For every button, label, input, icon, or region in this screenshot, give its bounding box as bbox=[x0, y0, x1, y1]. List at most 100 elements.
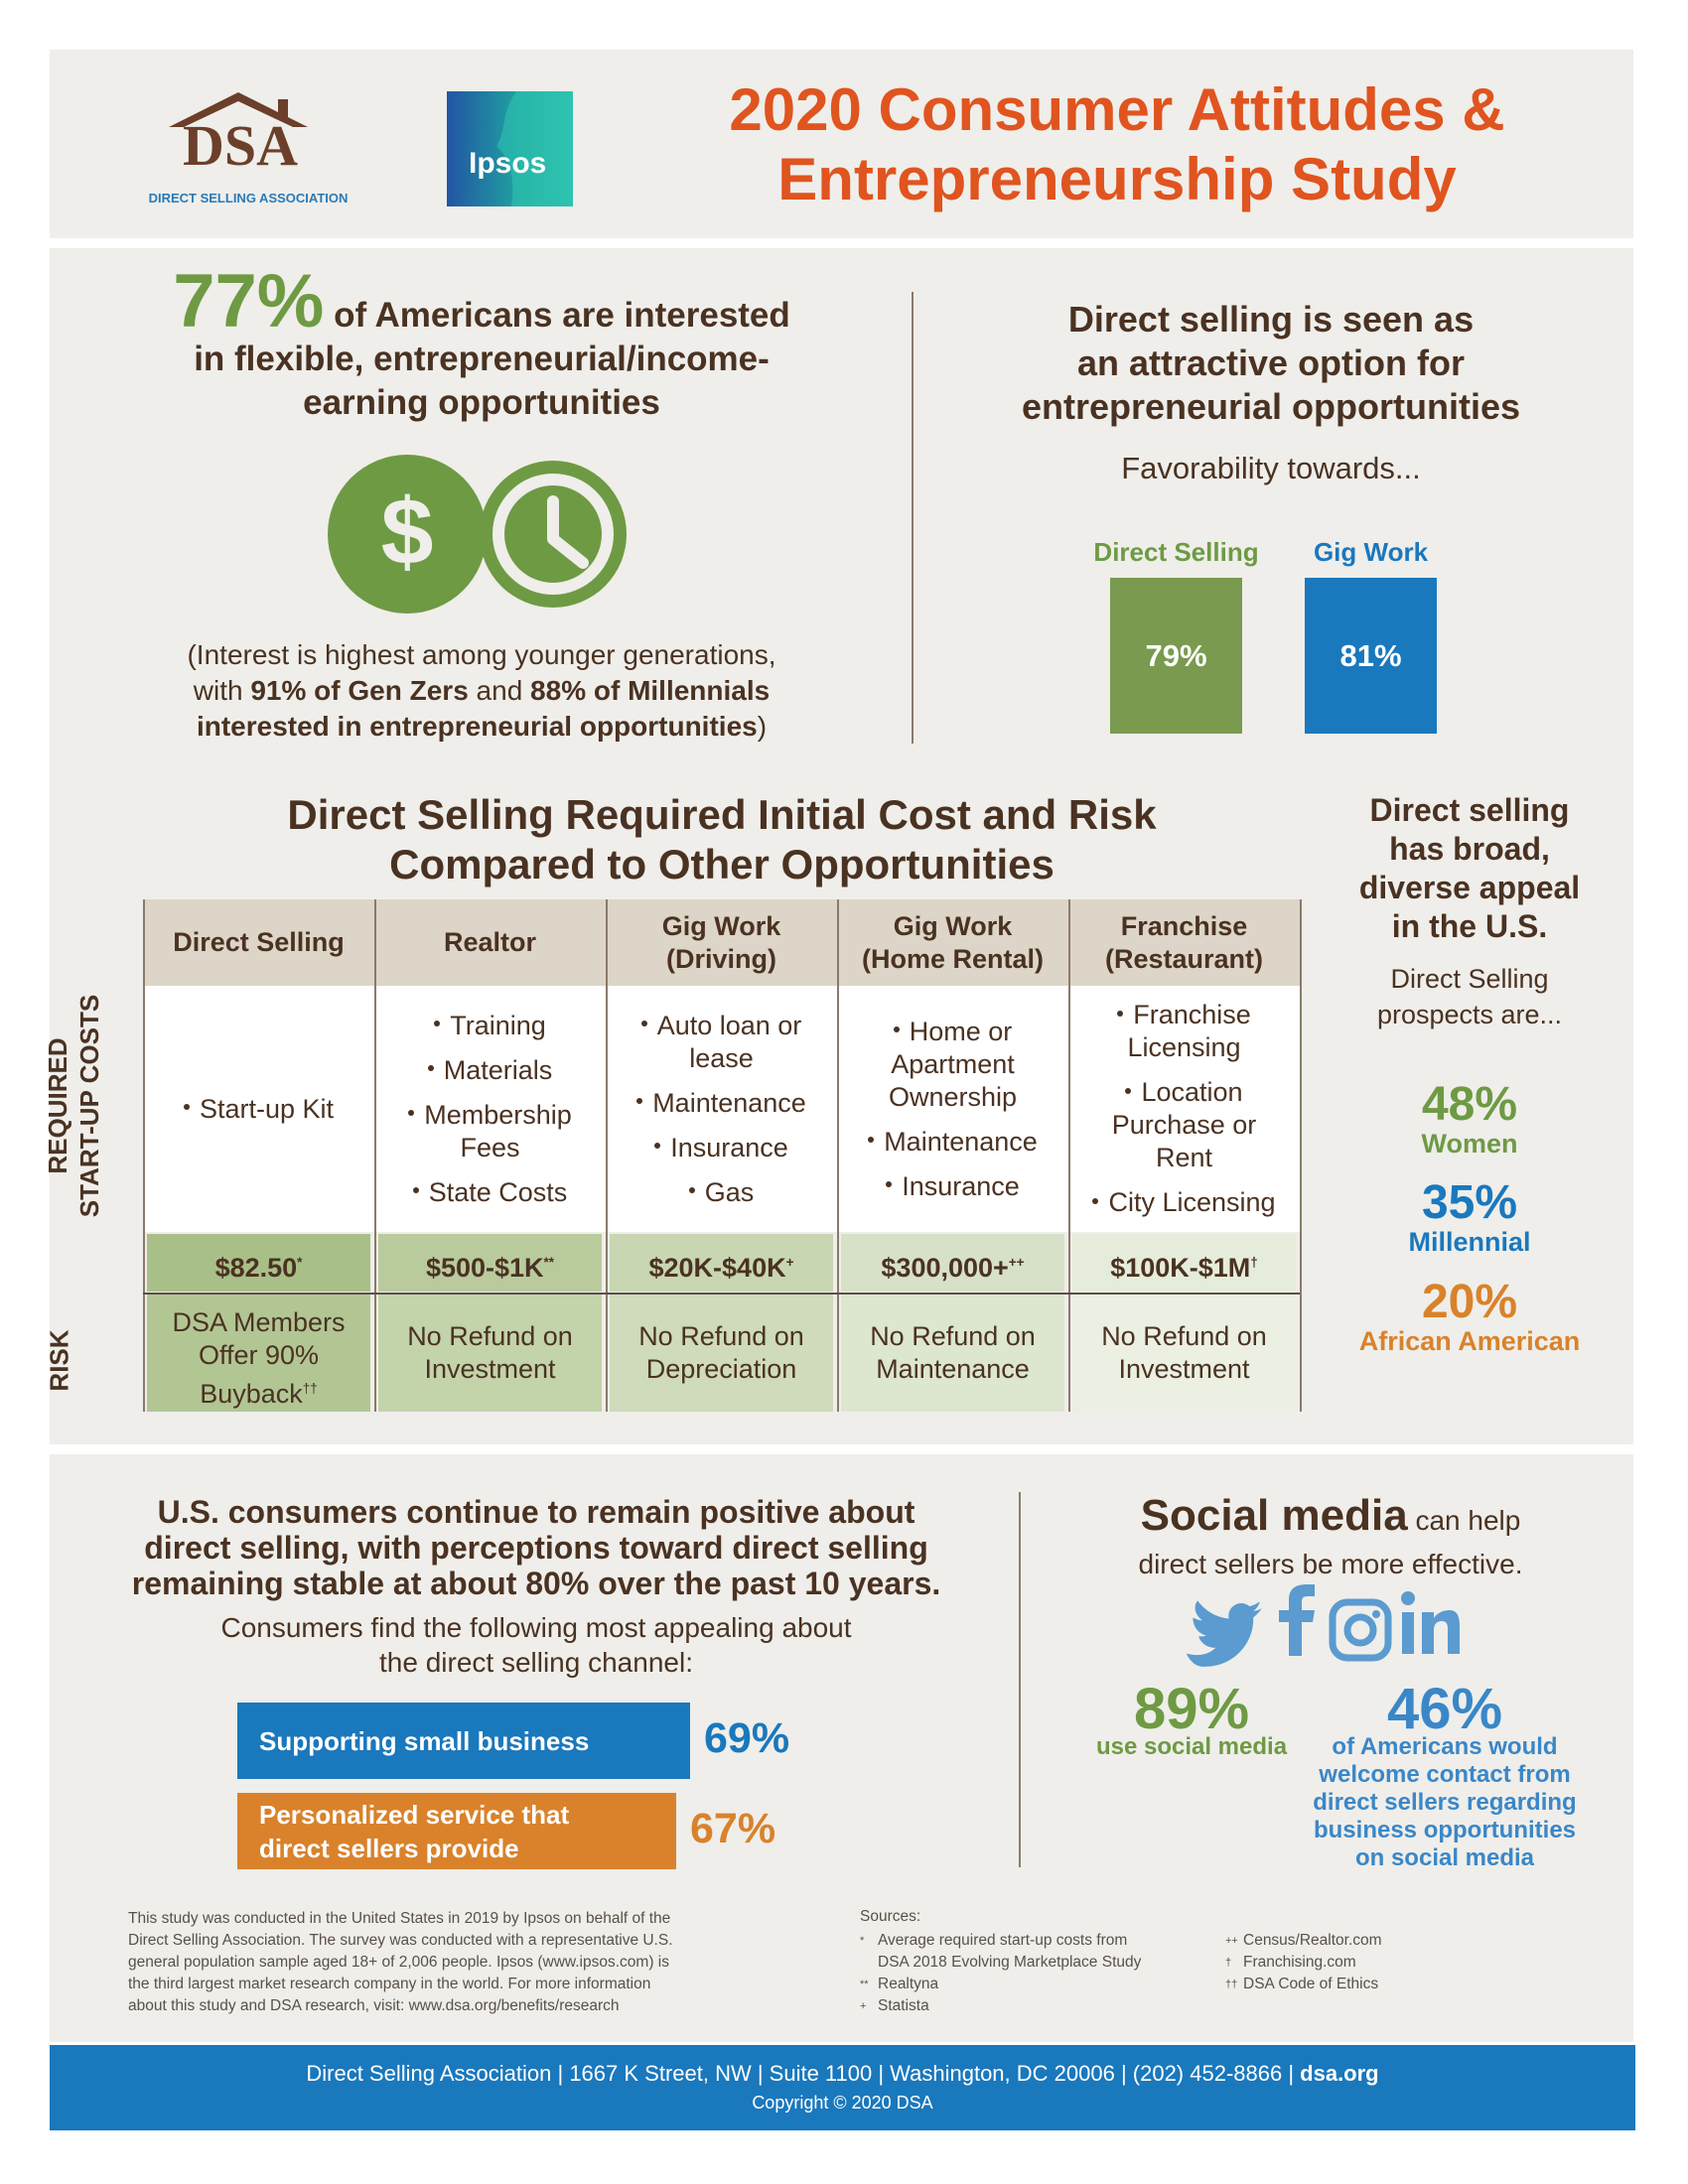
risk-text: No Refund on Depreciation bbox=[638, 1321, 804, 1384]
source-mark: ** bbox=[860, 1979, 869, 1990]
risk-cell: No Refund on Investment bbox=[378, 1295, 602, 1412]
row-label-line: RISK bbox=[44, 1329, 74, 1392]
social-value: 46% bbox=[1386, 1677, 1503, 1741]
source-text: Franchising.com bbox=[1243, 1952, 1356, 1974]
risk-cell: No Refund on Investment bbox=[1072, 1295, 1296, 1412]
header-panel bbox=[50, 50, 1633, 238]
bullet bbox=[654, 1143, 661, 1150]
risk-text: No Refund on Investment bbox=[407, 1321, 573, 1384]
note-line: interested in entrepreneurial opportunit… bbox=[109, 709, 854, 745]
bullet bbox=[868, 1137, 875, 1144]
twitter-icon bbox=[1186, 1600, 1262, 1667]
label-line: welcome contact from bbox=[1319, 1761, 1571, 1788]
headline-line: Social media can help bbox=[1053, 1494, 1609, 1543]
row-label: REQUIRED START-UP COSTS bbox=[42, 977, 105, 1235]
risk-text: DSA Members Offer 90% Buyback bbox=[172, 1307, 346, 1409]
cost-text: Training bbox=[450, 1010, 546, 1040]
title-line: Compared to Other Opportunities bbox=[389, 841, 1055, 887]
footer-bar bbox=[50, 2045, 1635, 2130]
bullet bbox=[1092, 1197, 1099, 1204]
favorability-subhead: Favorability towards... bbox=[1121, 451, 1421, 485]
note-text: interested in entrepreneurial opportunit… bbox=[196, 711, 758, 742]
headline-line: direct selling, with perceptions toward … bbox=[144, 1530, 928, 1566]
interest-stat: 77% bbox=[173, 259, 325, 343]
note-text: (Interest is highest among younger gener… bbox=[187, 639, 776, 670]
headline-line: 77% of Americans are interested bbox=[119, 264, 844, 340]
address: Direct Selling Association | 1667 K Stre… bbox=[306, 2061, 1301, 2086]
bullet bbox=[183, 1104, 190, 1111]
social-bold: Social media bbox=[1140, 1491, 1408, 1540]
subhead-line: Consumers find the following most appeal… bbox=[220, 1612, 852, 1643]
bar: 81% bbox=[1305, 578, 1437, 734]
footnote-mark: ++ bbox=[1008, 1255, 1025, 1270]
cost-item: Materials bbox=[427, 1054, 552, 1087]
cost-title: Direct Selling Required Initial Cost and… bbox=[143, 790, 1301, 889]
cost-text: Membership Fees bbox=[424, 1099, 572, 1162]
cost-text: Insurance bbox=[902, 1170, 1020, 1201]
title-line: diverse appeal bbox=[1358, 870, 1581, 905]
bullet bbox=[886, 1181, 893, 1188]
cost-item: Insurance bbox=[886, 1170, 1020, 1203]
header-line: (Restaurant) bbox=[1104, 943, 1264, 974]
headline-line: direct sellers be more effective. bbox=[1138, 1549, 1523, 1579]
bar: 79% bbox=[1110, 578, 1242, 734]
source-line: Statista bbox=[878, 1997, 929, 2014]
dollar-sign: $ bbox=[381, 479, 434, 585]
column-header: Gig Work (Driving) bbox=[606, 899, 837, 986]
column-divider bbox=[1068, 899, 1070, 1412]
perceptions-subhead: Consumers find the following most appeal… bbox=[79, 1610, 993, 1680]
bar-label-line: direct sellers provide bbox=[259, 1833, 519, 1863]
bullet bbox=[434, 1021, 441, 1027]
header-row bbox=[143, 899, 1300, 986]
dollar-circle bbox=[328, 455, 487, 614]
cost-item: Auto loan or lease bbox=[624, 1010, 819, 1075]
amount-cell: $500-$1K** bbox=[378, 1234, 602, 1292]
footnote-mark: †† bbox=[302, 1381, 318, 1396]
clock-face bbox=[492, 474, 614, 595]
amount-cell: $82.50* bbox=[147, 1234, 370, 1292]
header-line: (Home Rental) bbox=[861, 943, 1044, 974]
column-header: Direct Selling bbox=[143, 899, 374, 986]
linkedin-i bbox=[1402, 1612, 1414, 1654]
bar-value: 79% bbox=[1145, 637, 1207, 673]
source: ** Realtyna bbox=[860, 1974, 1197, 1995]
cost-item: Maintenance bbox=[636, 1087, 806, 1120]
source-text: Census/Realtor.com bbox=[1243, 1930, 1382, 1952]
label-line: use social media bbox=[1095, 1733, 1288, 1760]
source: * Average required start-up costs from DSA… bbox=[860, 1930, 1197, 1974]
amount: $500-$1K bbox=[425, 1253, 544, 1283]
cost-text: Maintenance bbox=[652, 1087, 806, 1118]
column-divider bbox=[837, 899, 839, 1412]
methodology-line: about this study and DSA research, visit… bbox=[128, 1997, 620, 2014]
table-edge bbox=[143, 899, 145, 1412]
row-label-line: REQUIRED bbox=[43, 1037, 72, 1174]
costs-cell: Auto loan or lease Maintenance Insurance Ga… bbox=[606, 986, 837, 1232]
cost-text: City Licensing bbox=[1108, 1187, 1276, 1217]
divider bbox=[1019, 1492, 1021, 1867]
headline-line: entrepreneurial opportunities bbox=[1021, 386, 1521, 427]
bullet bbox=[636, 1098, 643, 1105]
appeal-label: Women bbox=[1421, 1129, 1518, 1159]
favorability-headline: Direct selling is seen as an attractive … bbox=[953, 298, 1589, 429]
source: + Statista bbox=[860, 1995, 1197, 2017]
cost-item: Home or Apartment Ownership bbox=[855, 1016, 1051, 1114]
risk-cell: DSA Members Offer 90% Buyback†† bbox=[147, 1295, 370, 1412]
social-icons bbox=[1186, 1584, 1460, 1667]
bullet bbox=[1117, 1010, 1124, 1017]
source-line: Realtyna bbox=[878, 1976, 939, 1992]
subtitle-line: Direct Selling bbox=[1390, 964, 1549, 994]
title-line: 2020 Consumer Attitudes & bbox=[729, 76, 1505, 143]
costs-cell: Start-up Kit bbox=[143, 986, 374, 1232]
footnote-mark: + bbox=[785, 1255, 794, 1270]
appeal-label: Millennial bbox=[1408, 1227, 1531, 1257]
appeal-value: 35% bbox=[1421, 1176, 1518, 1229]
note-text: 91% of Gen Zers bbox=[250, 675, 469, 706]
bar-label: Gig Work bbox=[1313, 537, 1429, 567]
amount: $100K-$1M bbox=[1110, 1253, 1251, 1283]
ipsos-logo: Ipsos bbox=[447, 91, 573, 206]
dsa-logo: DSA DIRECT SELLING ASSOCIATION bbox=[149, 92, 348, 205]
perceptions-headline: U.S. consumers continue to remain positi… bbox=[79, 1494, 993, 1601]
source-line: Census/Realtor.com bbox=[1243, 1932, 1382, 1949]
source-line: DSA 2018 Evolving Marketplace Study bbox=[878, 1954, 1142, 1971]
amount-cell: $100K-$1M† bbox=[1072, 1234, 1296, 1292]
